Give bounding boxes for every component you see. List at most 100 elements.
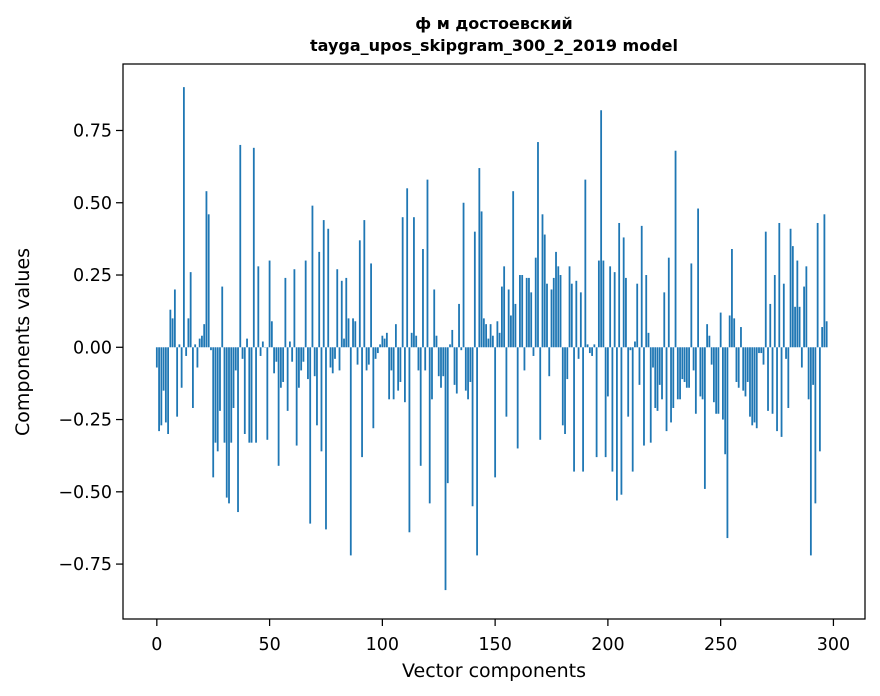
bar-component-169 xyxy=(537,142,539,348)
bar-component-221 xyxy=(654,347,657,408)
bar-component-167 xyxy=(532,347,535,356)
bar-component-95 xyxy=(370,263,372,348)
y-tick-label: 0.00 xyxy=(73,338,112,358)
chart-title: ф м достоевский xyxy=(415,14,573,33)
bar-component-58 xyxy=(286,347,289,411)
bar-component-40 xyxy=(246,338,248,348)
bar-component-108 xyxy=(399,347,402,382)
y-axis-ticks: −0.75 −0.50 −0.25 0.00 0.25 0.50 0.75 xyxy=(58,121,123,575)
bar-component-149 xyxy=(491,335,494,348)
bar-component-70 xyxy=(313,347,316,377)
bar-component-128 xyxy=(444,347,447,591)
bar-component-97 xyxy=(374,347,377,359)
bar-component-216 xyxy=(643,347,645,446)
bar-component-196 xyxy=(597,260,600,348)
bar-component-261 xyxy=(744,347,747,397)
bar-component-74 xyxy=(322,220,325,348)
bar-component-235 xyxy=(685,347,688,388)
bar-component-199 xyxy=(604,347,607,458)
bar-component-270 xyxy=(764,231,767,348)
bar-component-135 xyxy=(460,347,463,351)
x-tick-label: 150 xyxy=(478,635,511,655)
bar-component-159 xyxy=(514,303,517,348)
bar-component-266 xyxy=(755,347,758,429)
bar-component-69 xyxy=(311,205,314,348)
x-tick-label: 300 xyxy=(817,635,850,655)
bar-component-172 xyxy=(543,234,546,348)
bar-component-140 xyxy=(471,347,474,507)
bar-component-170 xyxy=(539,347,542,440)
bar-component-290 xyxy=(809,347,812,556)
bar-component-30 xyxy=(223,347,226,443)
bar-component-226 xyxy=(665,347,668,432)
bar-component-263 xyxy=(749,347,751,417)
bar-component-117 xyxy=(419,347,422,466)
bar-component-198 xyxy=(602,260,605,348)
bar-component-152 xyxy=(498,332,501,348)
bar-component-12 xyxy=(182,87,185,348)
bar-component-185 xyxy=(573,347,575,472)
bar-component-211 xyxy=(631,347,634,472)
bar-component-232 xyxy=(679,347,681,400)
bar-component-148 xyxy=(489,324,492,348)
bar-component-288 xyxy=(805,266,808,348)
bar-component-126 xyxy=(440,347,442,388)
bar-component-54 xyxy=(277,347,280,466)
bar-component-157 xyxy=(510,315,512,348)
bar-component-147 xyxy=(487,338,490,348)
bar-component-283 xyxy=(794,306,796,348)
bar-component-61 xyxy=(293,269,296,348)
bar-component-292 xyxy=(814,347,817,504)
bar-component-267 xyxy=(758,347,760,354)
bar-component-87 xyxy=(352,318,354,348)
bar-component-214 xyxy=(638,347,641,385)
bar-component-33 xyxy=(230,347,233,443)
bar-component-272 xyxy=(769,303,772,348)
x-axis-ticks: 0 50 100 150 200 250 300 xyxy=(151,619,850,655)
bar-component-277 xyxy=(780,347,783,437)
y-tick-label: 0.75 xyxy=(73,121,112,141)
plot-area-frame xyxy=(122,63,866,620)
bar-component-244 xyxy=(706,324,709,348)
bar-component-83 xyxy=(343,338,345,348)
bar-component-68 xyxy=(309,347,312,524)
bar-component-16 xyxy=(192,347,194,408)
x-tick-label: 50 xyxy=(258,635,280,655)
bar-component-265 xyxy=(753,347,756,423)
y-tick-label: −0.75 xyxy=(58,555,112,575)
bar-component-13 xyxy=(185,347,188,356)
bar-component-111 xyxy=(406,188,409,348)
bar-component-250 xyxy=(719,312,722,348)
bar-component-294 xyxy=(818,347,821,452)
y-tick-label: −0.50 xyxy=(58,483,112,503)
bar-component-65 xyxy=(302,347,305,362)
y-tick-label: 0.50 xyxy=(73,194,112,214)
bar-component-8 xyxy=(173,289,176,348)
bar-component-223 xyxy=(658,347,661,385)
bar-component-66 xyxy=(304,260,307,348)
x-tick-label: 100 xyxy=(366,635,399,655)
bar-component-96 xyxy=(372,347,375,429)
bar-component-130 xyxy=(449,344,451,348)
bar-component-52 xyxy=(273,347,275,374)
chart-subtitle: tayga_upos_skipgram_300_2_2019 model xyxy=(310,36,678,55)
bar-component-202 xyxy=(611,347,614,472)
bar-component-284 xyxy=(796,260,799,348)
bar-component-110 xyxy=(404,347,406,403)
bar-component-53 xyxy=(275,347,278,362)
bar-component-173 xyxy=(546,283,548,348)
bar-component-18 xyxy=(196,347,199,368)
bar-component-23 xyxy=(207,214,210,348)
bar-component-195 xyxy=(595,347,598,458)
bar-component-14 xyxy=(187,318,190,348)
bar-component-105 xyxy=(392,347,395,400)
bar-component-177 xyxy=(555,251,557,348)
bar-component-91 xyxy=(361,347,363,458)
bar-component-112 xyxy=(408,347,411,533)
bar-component-295 xyxy=(821,327,824,348)
bar-component-291 xyxy=(812,347,815,385)
bar-component-260 xyxy=(742,347,745,391)
bar-component-139 xyxy=(469,347,472,382)
bar-component-34 xyxy=(232,347,235,408)
bar-component-268 xyxy=(760,347,763,354)
